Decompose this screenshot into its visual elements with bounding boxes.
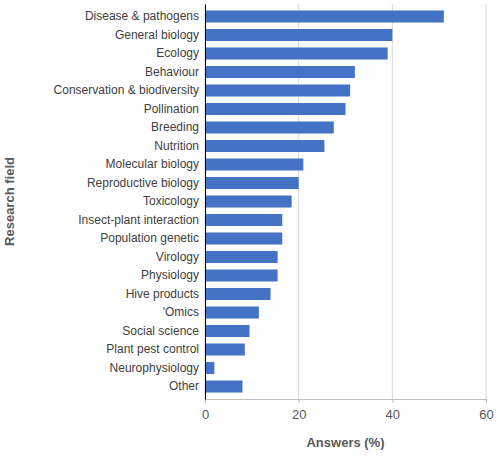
y-tick: Hive products (126, 287, 205, 301)
y-tick: Breeding (151, 120, 205, 134)
y-tick: Other (169, 379, 205, 393)
y-tick: Pollination (144, 102, 205, 116)
bar (205, 306, 259, 318)
x-axis-title: Answers (%) (306, 435, 384, 450)
y-tick: General biology (115, 28, 205, 42)
bar (205, 103, 346, 115)
y-tick: Virology (156, 250, 205, 264)
y-axis-title: Research field (2, 157, 17, 246)
bar (205, 269, 278, 281)
y-tick-label: Nutrition (154, 139, 199, 153)
y-tick: Neurophysiology (110, 361, 205, 375)
x-tick-label: 0 (202, 407, 209, 422)
bar (205, 29, 392, 41)
y-tick: Conservation & biodiversity (54, 83, 205, 97)
x-tick: 20 (292, 399, 306, 422)
y-tick-label: Ecology (156, 46, 199, 60)
bar (205, 84, 350, 96)
y-tick-label: Physiology (141, 268, 199, 282)
y-tick-label: Social science (122, 324, 199, 338)
y-tick-label: Virology (156, 250, 199, 264)
y-tick-label: General biology (115, 28, 199, 42)
y-tick: Insect-plant interaction (78, 213, 205, 227)
x-tick: 0 (202, 399, 209, 422)
y-tick-label: Molecular biology (106, 157, 199, 171)
bar (205, 47, 388, 59)
x-tick: 60 (479, 399, 493, 422)
y-axis-line (205, 5, 206, 400)
bar (205, 362, 214, 374)
y-tick: Molecular biology (106, 157, 205, 171)
grid-line (205, 4, 206, 399)
y-tick-label: 'Omics (163, 305, 199, 319)
grid-line (298, 4, 299, 399)
x-axis-line (206, 400, 487, 404)
y-tick-label: Hive products (126, 287, 199, 301)
bar (205, 177, 299, 189)
grid-line (392, 4, 393, 399)
x-tick-label: 60 (479, 407, 493, 422)
y-tick-label: Pollination (144, 102, 199, 116)
y-tick: Population genetic (100, 231, 205, 245)
y-tick-label: Conservation & biodiversity (54, 83, 199, 97)
x-tick-mark (392, 399, 393, 403)
y-tick-label: Population genetic (100, 231, 199, 245)
x-axis: 0 20 40 60 (202, 399, 494, 422)
bar (205, 66, 355, 78)
bar (205, 158, 303, 170)
bar (205, 214, 282, 226)
y-tick-label: Plant pest control (106, 342, 199, 356)
y-tick: 'Omics (163, 305, 205, 319)
y-tick-label: Neurophysiology (110, 361, 199, 375)
y-tick-label: Other (169, 379, 199, 393)
grid (205, 4, 486, 399)
x-tick-label: 40 (386, 407, 400, 422)
y-tick: Social science (122, 324, 205, 338)
bar (205, 195, 292, 207)
bar (205, 121, 334, 133)
y-tick: Reproductive biology (87, 176, 205, 190)
y-tick: Nutrition (154, 139, 205, 153)
y-tick-label: Reproductive biology (87, 176, 199, 190)
y-tick: Disease & pathogens (85, 9, 205, 23)
grid-line (486, 4, 487, 399)
bar (205, 325, 249, 337)
y-tick-label: Insect-plant interaction (78, 213, 199, 227)
bar (205, 343, 245, 355)
y-tick-label: Toxicology (143, 194, 199, 208)
chart: 0 20 40 60 Disease & pathogens General biolog… (0, 0, 500, 457)
bar (205, 380, 242, 392)
y-tick-label: Breeding (151, 120, 199, 134)
bar (205, 232, 282, 244)
bars (205, 10, 444, 392)
y-tick: Ecology (156, 46, 205, 60)
y-tick-label: Behaviour (145, 65, 199, 79)
bar (205, 140, 324, 152)
plot: 0 20 40 60 Disease & pathogens General biolog… (54, 4, 494, 422)
y-tick-label: Disease & pathogens (85, 9, 199, 23)
bar (205, 10, 444, 22)
x-tick-mark (205, 399, 206, 403)
bar (205, 288, 271, 300)
y-tick: Plant pest control (106, 342, 205, 356)
bar (205, 251, 278, 263)
x-tick-label: 20 (292, 407, 306, 422)
y-tick: Toxicology (143, 194, 205, 208)
y-axis: Disease & pathogens General biology Ecolog… (54, 5, 206, 400)
y-tick: Physiology (141, 268, 205, 282)
x-tick-mark (486, 399, 487, 403)
x-tick-mark (299, 399, 300, 403)
x-tick: 40 (386, 399, 400, 422)
y-tick: Behaviour (145, 65, 205, 79)
